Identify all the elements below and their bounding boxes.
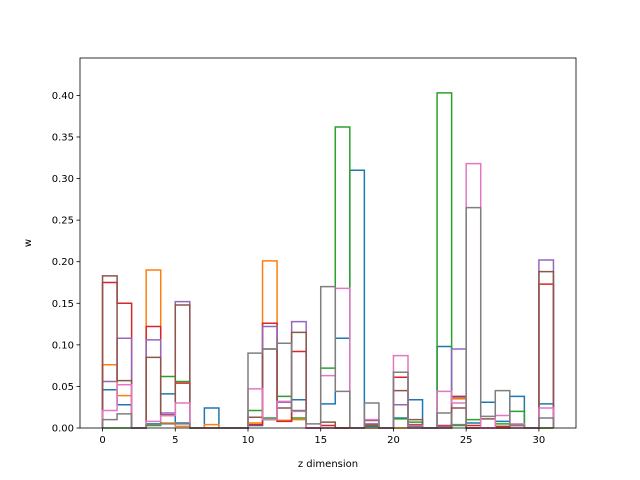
y-tick-label: 0.35 [52, 132, 74, 143]
x-tick-label: 25 [460, 435, 473, 446]
x-axis-label: z dimension [298, 459, 358, 470]
plot-area-frame [79, 57, 577, 429]
y-tick-label: 0.20 [52, 257, 74, 268]
y-tick-label: 0.00 [52, 424, 74, 435]
x-tick-label: 0 [99, 435, 105, 446]
x-tick-label: 5 [172, 435, 178, 446]
y-tick-label: 0.10 [52, 340, 74, 351]
y-axis-ticks: 0.00 0.05 0.10 0.15 0.20 0.25 0.30 0.35 0.40 [52, 91, 80, 435]
y-axis-label: w [23, 239, 34, 247]
x-tick-label: 20 [387, 435, 400, 446]
x-tick-label: 10 [242, 435, 255, 446]
y-tick-label: 0.25 [52, 216, 74, 227]
y-tick-label: 0.15 [52, 299, 74, 310]
y-tick-label: 0.05 [52, 382, 74, 393]
y-tick-label: 0.30 [52, 174, 74, 185]
histogram-series-8 [101, 206, 555, 429]
x-tick-label: 15 [314, 435, 327, 446]
histogram-series-6 [101, 270, 555, 429]
plot-area-background [80, 58, 576, 428]
x-axis-ticks: 0 5 10 15 20 25 30 [99, 428, 545, 446]
x-tick-label: 30 [533, 435, 546, 446]
y-tick-label: 0.40 [52, 91, 74, 102]
